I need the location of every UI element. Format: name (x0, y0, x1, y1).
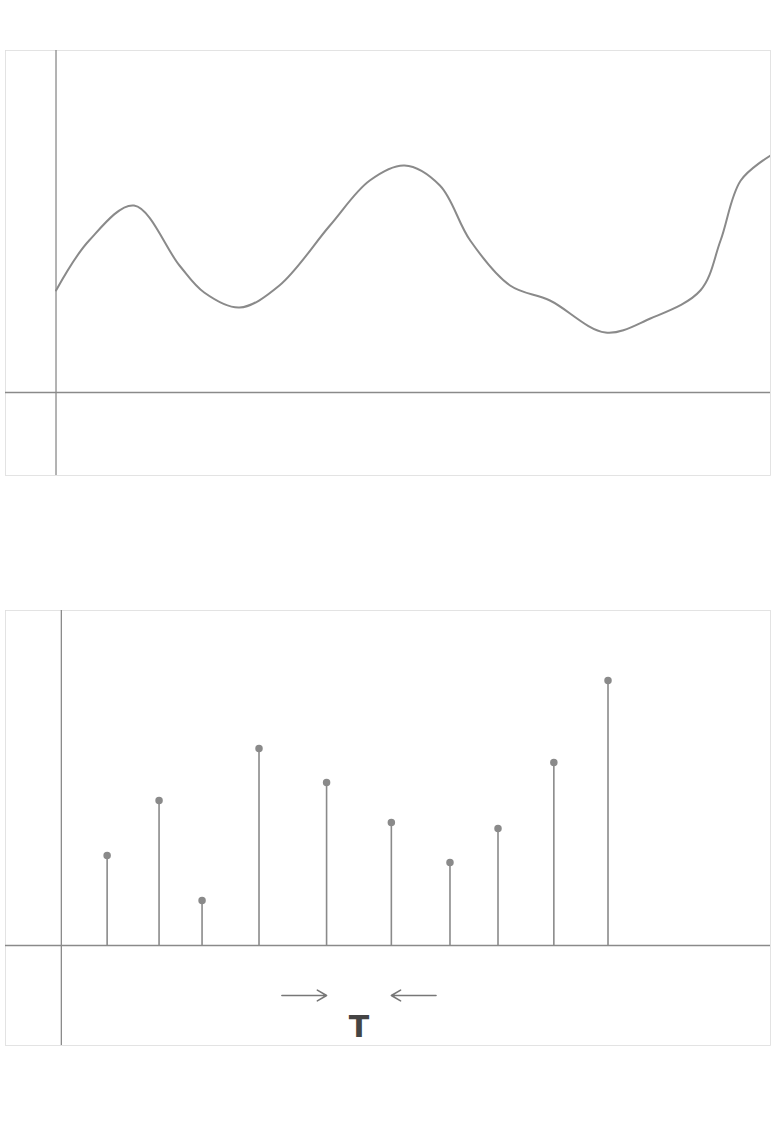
svg-text:T: T (349, 1009, 370, 1044)
